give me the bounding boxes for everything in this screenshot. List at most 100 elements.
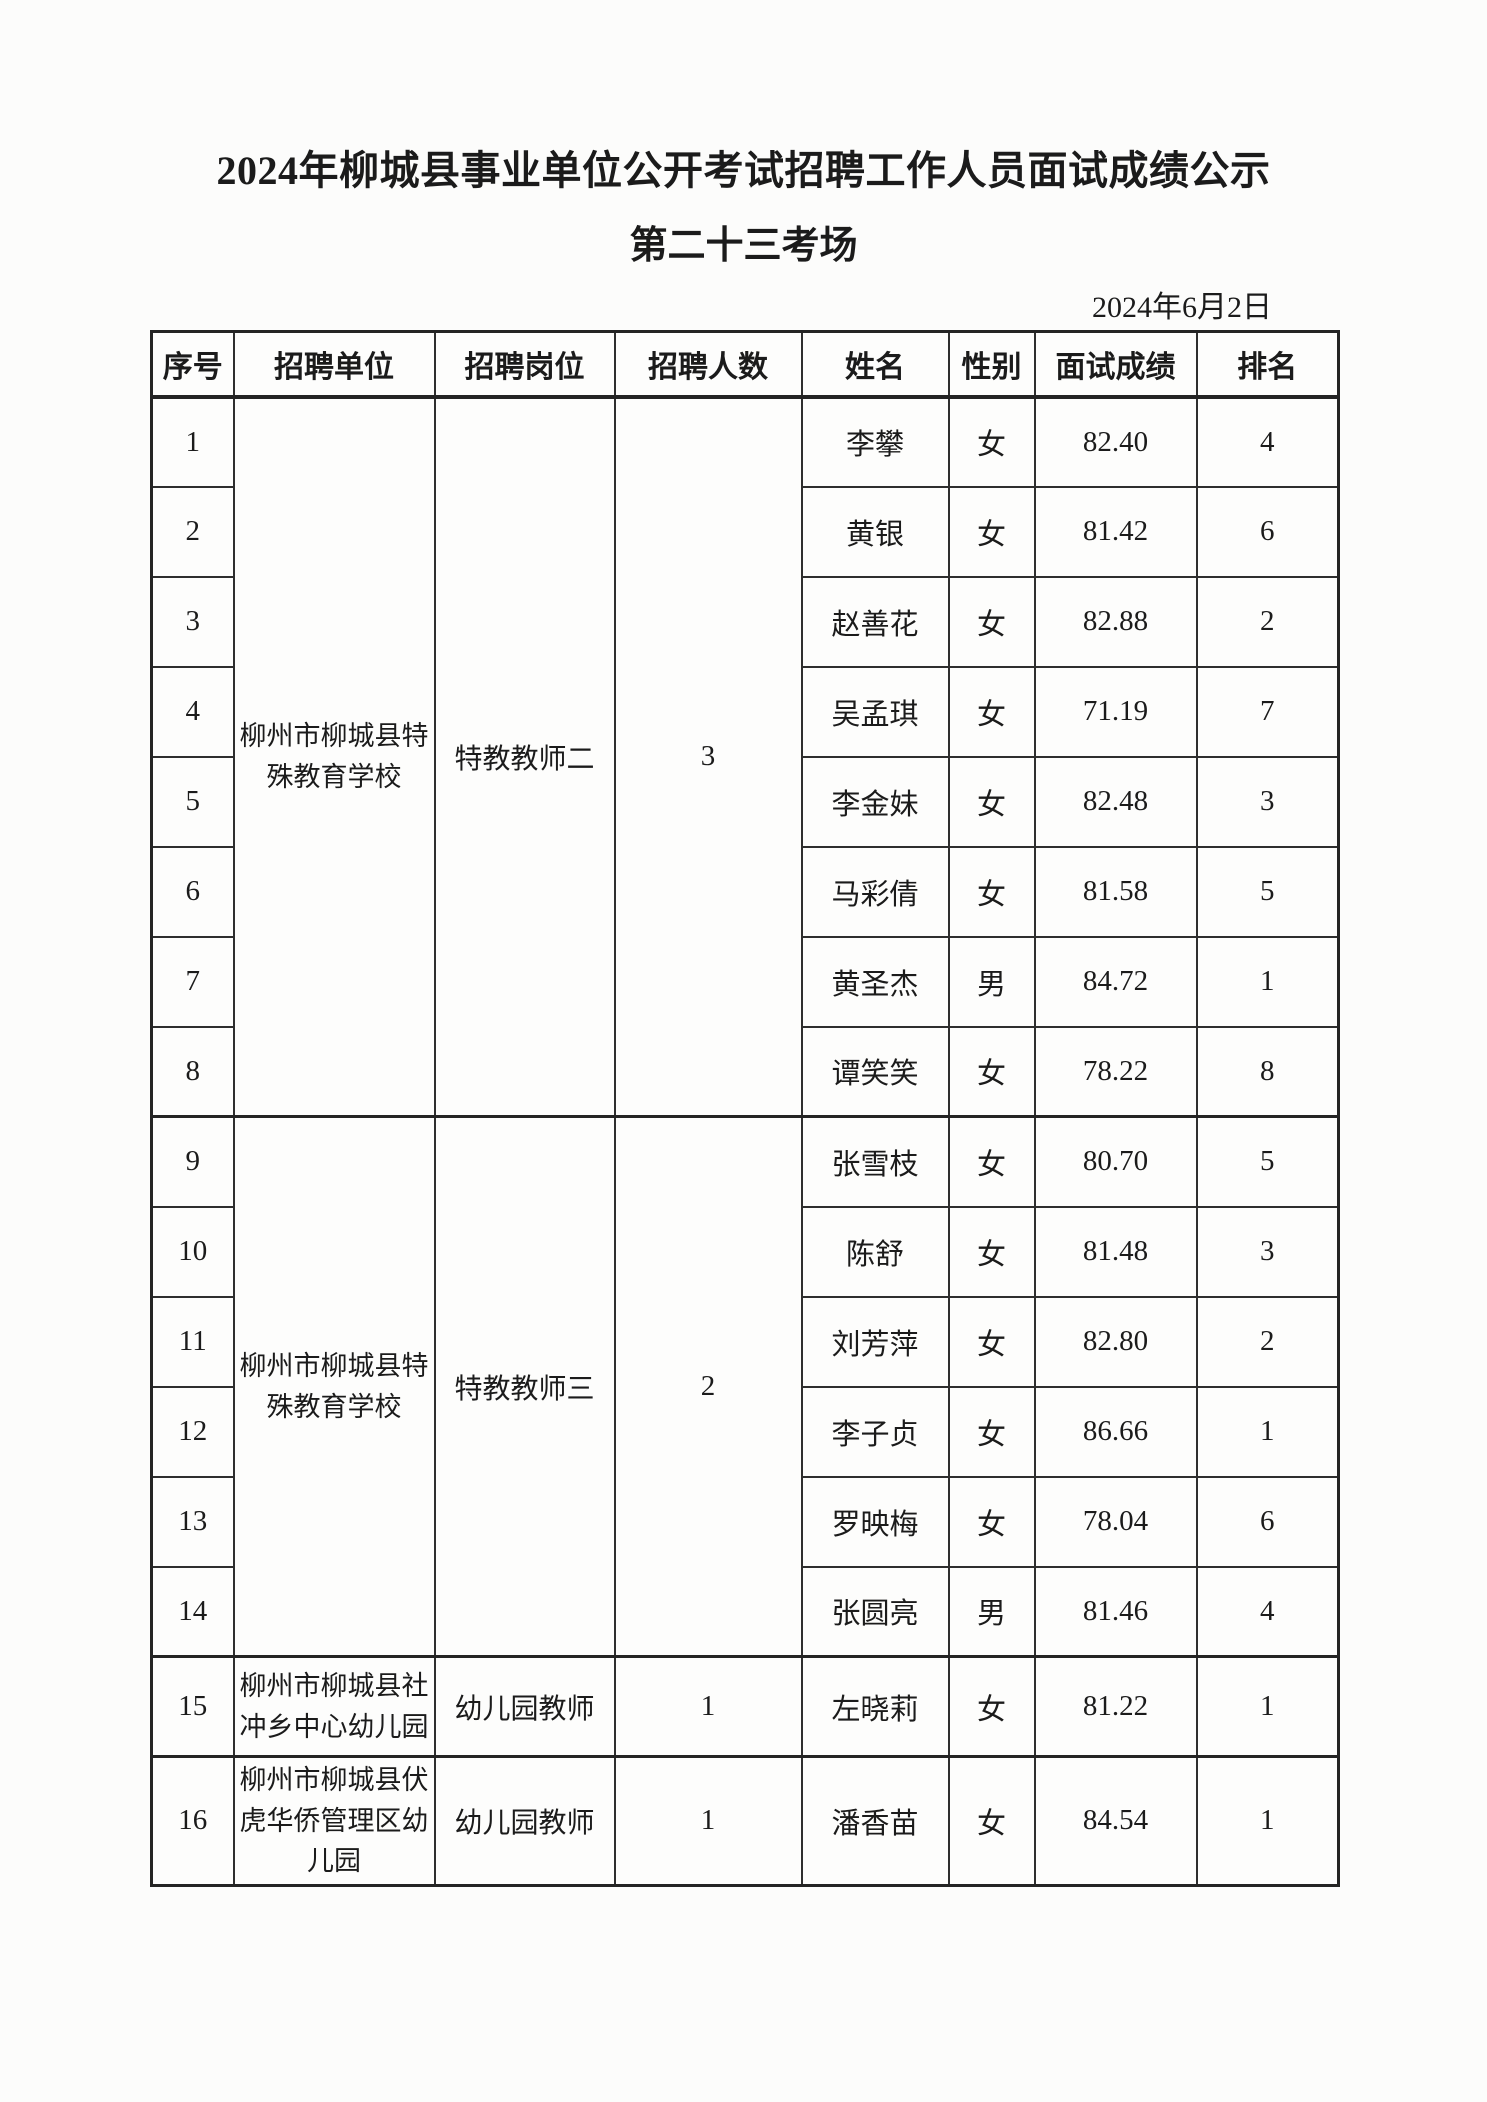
table-row: 13 罗映梅女 78.04 6 xyxy=(150,1475,1340,1568)
table-body: 1 柳州市柳城县特殊教育学校 特教教师二 3 李攀女 82.40 4 2 黄银女 81.42 6 3 赵… xyxy=(150,395,1340,1886)
results-table: 序号 招聘单位 招聘岗位 招聘人数 姓名 性别 面试成绩 排名 1 柳州市柳城县特… xyxy=(150,330,1340,1887)
date-label: 2024年6月2日 xyxy=(1092,291,1272,324)
header-cell-name: 姓名 xyxy=(800,330,950,399)
cell-score: 71.19 xyxy=(1033,665,1198,758)
cell-name: 左晓莉 xyxy=(800,1655,950,1758)
cell-rank: 1 xyxy=(1195,1655,1340,1758)
table-row: 4 吴孟琪女 71.19 7 xyxy=(150,665,1340,758)
table-row: 11 刘芳萍女 82.80 2 xyxy=(150,1295,1340,1388)
cell-score: 78.04 xyxy=(1033,1475,1198,1568)
page-subtitle: 第二十三考场 xyxy=(629,225,858,267)
cell-name: 黄圣杰 xyxy=(800,935,950,1028)
table-row: 15 柳州市柳城县社冲乡中心幼儿园 幼儿园教师 1 左晓莉女 81.22 1 xyxy=(150,1655,1340,1758)
table-row: 10 陈舒女 81.48 3 xyxy=(150,1205,1340,1298)
cell-gender: 女 xyxy=(947,1115,1036,1208)
cell-name: 谭笑笑 xyxy=(800,1025,950,1118)
cell-name: 李金妹 xyxy=(800,755,950,848)
cell-gender: 女 xyxy=(947,755,1036,848)
cell-gender: 女 xyxy=(947,665,1036,758)
cell-no: 8 xyxy=(150,1025,235,1118)
header-cell-unit: 招聘单位 xyxy=(232,330,436,399)
cell-no: 6 xyxy=(150,845,235,938)
cell-gender: 女 xyxy=(947,1655,1036,1758)
cell-rank: 4 xyxy=(1195,1565,1340,1658)
cell-score: 84.72 xyxy=(1033,935,1198,1028)
cell-gender: 女 xyxy=(947,485,1036,578)
table-row: 2 黄银女 81.42 6 xyxy=(150,485,1340,578)
cell-rank: 6 xyxy=(1195,1475,1340,1568)
cell-no: 12 xyxy=(150,1385,235,1478)
cell-no: 2 xyxy=(150,485,235,578)
cell-no: 7 xyxy=(150,935,235,1028)
page-title: 2024年柳城县事业单位公开考试招聘工作人员面试成绩公示 xyxy=(216,148,1271,193)
cell-gender: 女 xyxy=(947,1025,1036,1118)
cell-position: 幼儿园教师 xyxy=(433,1755,616,1886)
cell-name: 吴孟琪 xyxy=(800,665,950,758)
cell-rank: 2 xyxy=(1195,1295,1340,1388)
cell-rank: 1 xyxy=(1195,935,1340,1028)
cell-gender: 女 xyxy=(947,1205,1036,1298)
table-row: 7 黄圣杰男 84.72 1 xyxy=(150,935,1340,1028)
cell-name: 罗映梅 xyxy=(800,1475,950,1568)
cell-gender: 女 xyxy=(947,575,1036,668)
cell-name: 潘香苗 xyxy=(800,1755,950,1886)
header-cell-no: 序号 xyxy=(150,330,235,399)
table-row: 5 李金妹女 82.48 3 xyxy=(150,755,1340,848)
cell-score: 81.42 xyxy=(1033,485,1198,578)
cell-position: 特教教师二 xyxy=(433,395,616,1118)
cell-name: 刘芳萍 xyxy=(800,1295,950,1388)
cell-count: 3 xyxy=(613,395,803,1118)
cell-gender: 女 xyxy=(947,395,1036,488)
cell-no: 9 xyxy=(150,1115,235,1208)
cell-rank: 8 xyxy=(1195,1025,1340,1118)
table-row: 14 张圆亮男 81.46 4 xyxy=(150,1565,1340,1658)
cell-score: 82.80 xyxy=(1033,1295,1198,1388)
table-row: 9 柳州市柳城县特殊教育学校 特教教师三 2 张雪枝女 80.70 5 xyxy=(150,1115,1340,1658)
cell-name: 马彩倩 xyxy=(800,845,950,938)
cell-score: 80.70 xyxy=(1033,1115,1198,1208)
cell-rank: 2 xyxy=(1195,575,1340,668)
cell-name: 赵善花 xyxy=(800,575,950,668)
cell-unit: 柳州市柳城县伏虎华侨管理区幼儿园 xyxy=(232,1755,436,1886)
cell-score: 86.66 xyxy=(1033,1385,1198,1478)
cell-score: 81.46 xyxy=(1033,1565,1198,1658)
cell-position: 特教教师三 xyxy=(433,1115,616,1658)
cell-rank: 3 xyxy=(1195,755,1340,848)
header-cell-gender: 性别 xyxy=(947,330,1036,399)
cell-no: 10 xyxy=(150,1205,235,1298)
header-cell-count: 招聘人数 xyxy=(613,330,803,399)
table-row: 12 李子贞女 86.66 1 xyxy=(150,1385,1340,1478)
cell-rank: 3 xyxy=(1195,1205,1340,1298)
cell-score: 81.22 xyxy=(1033,1655,1198,1758)
cell-no: 5 xyxy=(150,755,235,848)
cell-no: 15 xyxy=(150,1655,235,1758)
cell-name: 李子贞 xyxy=(800,1385,950,1478)
cell-unit: 柳州市柳城县社冲乡中心幼儿园 xyxy=(232,1655,436,1758)
cell-name: 陈舒 xyxy=(800,1205,950,1298)
table-row: 8 谭笑笑女 78.22 8 xyxy=(150,1025,1340,1118)
cell-no: 14 xyxy=(150,1565,235,1658)
table-row: 6 马彩倩女 81.58 5 xyxy=(150,845,1340,938)
table-row: 3 赵善花女 82.88 2 xyxy=(150,575,1340,668)
cell-count: 1 xyxy=(613,1655,803,1758)
cell-gender: 女 xyxy=(947,1755,1036,1886)
cell-score: 82.48 xyxy=(1033,755,1198,848)
table-header: 序号 招聘单位 招聘岗位 招聘人数 姓名 性别 面试成绩 排名 xyxy=(150,330,1340,399)
header-cell-rank: 排名 xyxy=(1195,330,1340,399)
cell-rank: 1 xyxy=(1195,1755,1340,1886)
cell-score: 78.22 xyxy=(1033,1025,1198,1118)
cell-rank: 1 xyxy=(1195,1385,1340,1478)
cell-name: 张雪枝 xyxy=(800,1115,950,1208)
cell-score: 81.48 xyxy=(1033,1205,1198,1298)
cell-no: 3 xyxy=(150,575,235,668)
cell-count: 1 xyxy=(613,1755,803,1886)
cell-score: 81.58 xyxy=(1033,845,1198,938)
cell-name: 李攀 xyxy=(800,395,950,488)
cell-no: 16 xyxy=(150,1755,235,1886)
cell-position: 幼儿园教师 xyxy=(433,1655,616,1758)
cell-score: 82.88 xyxy=(1033,575,1198,668)
cell-no: 1 xyxy=(150,395,235,488)
cell-gender: 女 xyxy=(947,1295,1036,1388)
cell-no: 4 xyxy=(150,665,235,758)
